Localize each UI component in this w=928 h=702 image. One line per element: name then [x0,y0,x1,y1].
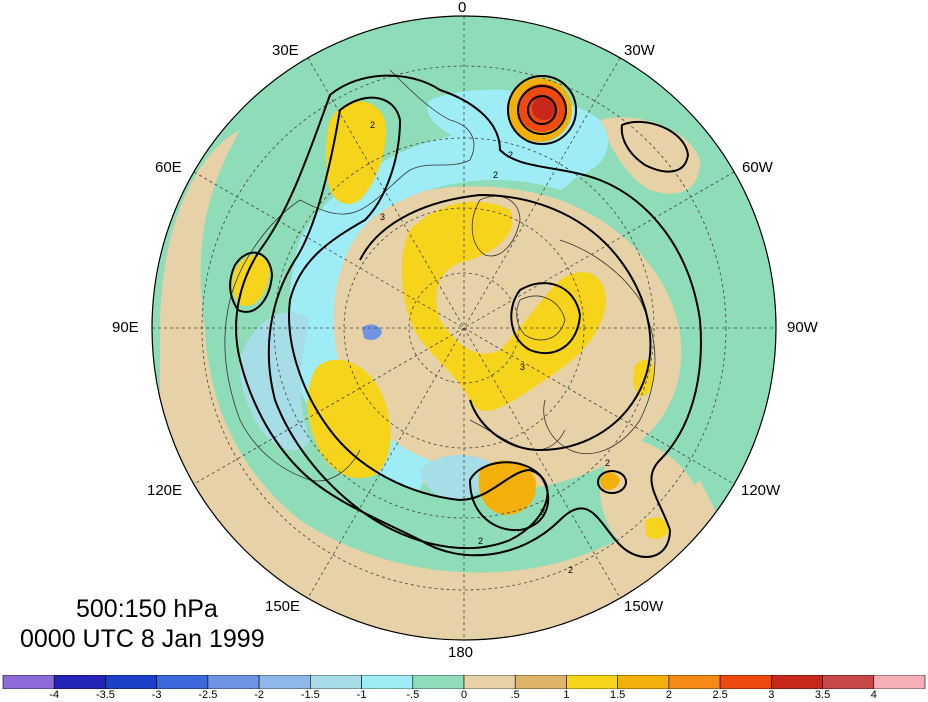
meridian-60 [193,171,735,485]
contour-mid [267,96,549,549]
meridian-60w [193,171,735,485]
parallel-30 [201,65,727,591]
field-yellow-pacific [478,460,536,515]
colorbar-tick-label: -1 [356,689,367,701]
lon-label-0: 0 [458,0,467,16]
colorbar-swatch [668,675,721,689]
contour-high-3 [527,95,557,125]
field-high-core [532,96,556,120]
meridian-30w [307,57,621,599]
lon-label-90e: 90E [112,319,139,336]
colorbar-swatch [463,675,516,689]
contour-label: 2 [493,170,498,180]
colorbar-swatch [617,675,670,689]
contour-label: 2 [605,458,610,468]
field-yellow-arctic [401,201,606,411]
contour-se-small [597,470,627,494]
colorbar-tick-label: -4 [49,689,60,701]
contour-label-group: 2 3 2 2 2 3 2 2 3 [370,120,610,575]
contour-label: 2 [478,536,483,546]
contour-outer [235,74,702,558]
colorbar-tick-label: 1 [563,689,570,701]
coastline-greenland [471,195,521,257]
field-yellow-asia [307,359,391,479]
parallel-75 [408,272,520,384]
coastline-europe [299,69,475,215]
colorbar-tick-label: 0 [460,689,468,701]
contour-label: 2 [508,150,513,160]
colorbar-tick-label: -3.5 [95,689,115,701]
contours [229,74,702,558]
colorbar-tick-label: -.5 [406,689,420,701]
time-label: 0000 UTC 8 Jan 1999 [20,625,265,653]
parallel-60 [343,207,585,449]
field-yellow-se [645,517,670,540]
colorbar-swatch [310,675,362,689]
lon-label-30w: 30W [624,42,655,59]
lon-label-120w: 120W [741,482,781,499]
colorbar-swatch [2,675,55,689]
coastline-asia [224,199,361,482]
colorbar-tick-label: -2.5 [198,689,218,701]
colorbar-swatch [822,675,875,689]
lon-label-150w: 150W [624,598,664,615]
contour-label: 2 [370,120,375,130]
colorbar-swatch [771,675,823,689]
colorbar-tick-label: -1.5 [300,689,320,701]
colorbar-swatch [719,675,772,689]
contour-high-1 [507,75,577,145]
colorbar-tick-label: 3 [768,689,775,701]
colorbar-swatch [105,675,157,689]
field-orange-ring [600,472,620,490]
field-yellow-europe [325,101,386,204]
meridian-30 [307,57,621,599]
colorbar-swatch [53,675,106,689]
lon-label-60w: 60W [742,159,773,176]
contour-pacific [468,461,550,532]
colorbar-tick-label: 2 [665,689,672,701]
field-tan-outer [160,130,720,640]
contour-west [229,251,274,313]
colorbar-swatch [412,675,465,689]
colorbar-swatch [361,675,414,689]
lon-label-120e: 120E [147,482,183,499]
colorbar-tick-label: 4 [870,689,877,701]
graticule [152,16,776,640]
level-label: 500:150 hPa [76,595,218,623]
lon-label-30e: 30E [272,42,299,59]
parallel-45 [273,137,655,519]
field-tan-se [600,438,701,560]
colorbar-tick-label: 1.5 [610,689,626,701]
contour-label: 3 [520,362,525,372]
colorbar-swatch [514,675,567,689]
colorbar-swatch [207,675,260,689]
field-cyan-band [288,130,577,490]
colorbar-swatch [156,675,209,689]
colorbar-tick-label: -2 [254,689,264,701]
contour-ne [620,120,690,173]
contour-label: 3 [540,507,545,517]
colorbar-swatch [873,675,926,689]
contour-high-2 [517,85,567,135]
lon-label-180: 180 [448,644,474,661]
coastline-hudson [516,295,566,341]
colorbar-tick-label: .5 [510,689,520,701]
field-tan-ne [600,117,700,194]
colorbar-swatch [258,675,311,689]
lon-label-60e: 60E [155,159,182,176]
contour-inner-ring [359,193,652,452]
contour-hudson [510,282,582,355]
colorbar-tick-label: -3 [151,689,162,701]
contour-label: 2 [568,565,573,575]
contour-label: 3 [380,212,385,222]
colorbar [2,675,926,689]
coastline-north-america [543,239,656,454]
lon-label-150e: 150E [265,598,301,615]
colorbar-tick-label: 3.5 [814,689,831,701]
colorbar-tick-label: 2.5 [712,689,728,701]
globe-border [151,15,777,641]
colorbar-swatch [566,675,618,689]
lon-label-90w: 90W [787,319,818,336]
